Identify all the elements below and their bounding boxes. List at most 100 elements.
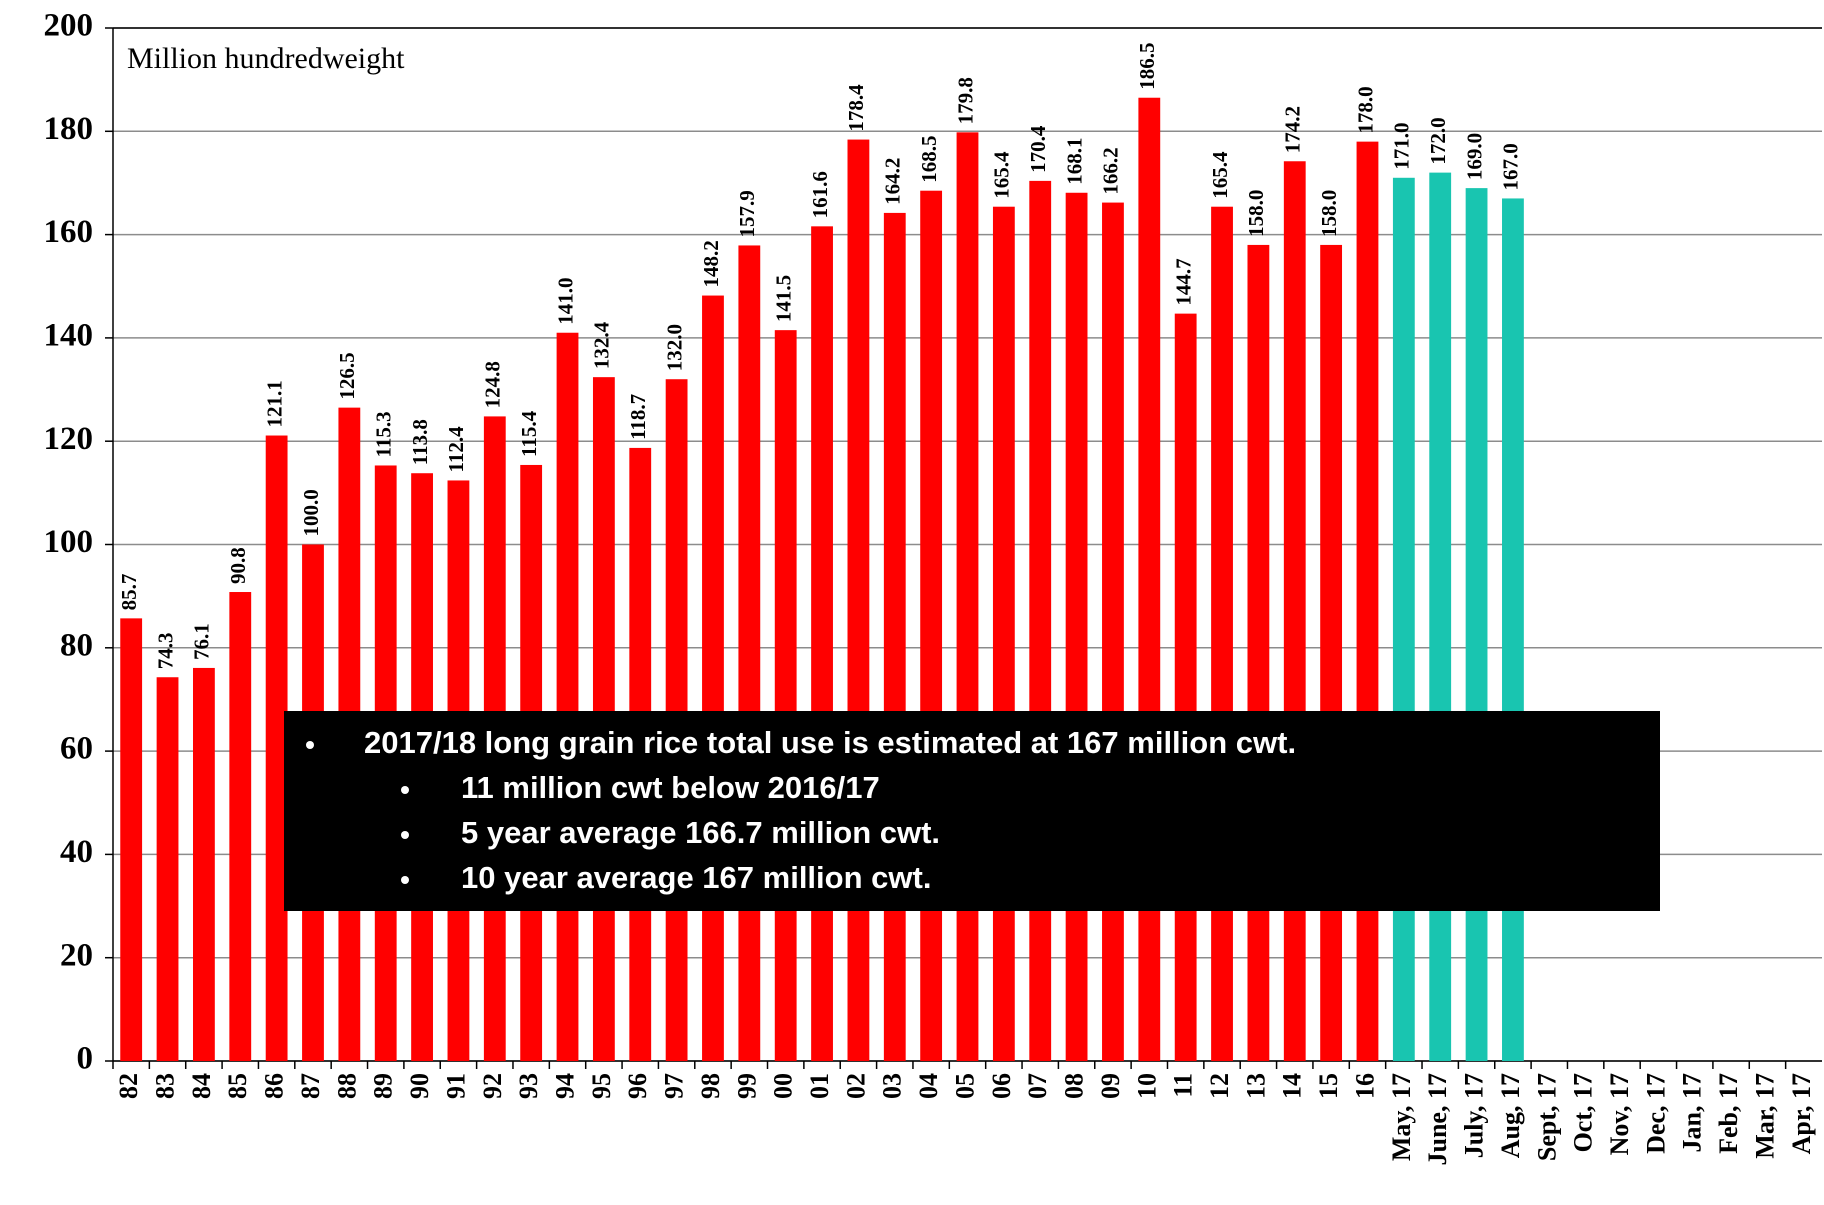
value-label: 112.4	[444, 426, 468, 473]
value-label: 158.0	[1244, 190, 1268, 237]
bar	[1356, 141, 1379, 1061]
value-label: 161.6	[808, 171, 832, 218]
x-tick-label: 00	[769, 1073, 798, 1099]
bullet	[306, 741, 314, 749]
bar	[1429, 172, 1452, 1061]
x-tick-label: 04	[914, 1073, 943, 1099]
y-tick-label: 0	[77, 1041, 94, 1077]
value-label: 141.0	[553, 277, 577, 324]
x-tick-label: 11	[1169, 1073, 1198, 1098]
x-tick-label: July, 17	[1460, 1073, 1489, 1158]
annotation-sub: 5 year average 166.7 million cwt.	[461, 815, 940, 850]
value-label: 186.5	[1135, 42, 1159, 89]
value-label: 115.3	[372, 411, 396, 457]
y-tick-label: 60	[60, 731, 93, 767]
value-label: 85.7	[117, 574, 141, 611]
value-label: 100.0	[299, 489, 323, 536]
x-tick-label: 92	[478, 1073, 507, 1099]
value-label: 158.0	[1317, 190, 1341, 237]
value-label: 168.1	[1062, 138, 1086, 185]
bar	[1138, 97, 1161, 1062]
value-label: 170.4	[1026, 125, 1050, 173]
x-tick-label: 16	[1350, 1073, 1379, 1099]
x-tick-label: Jan, 17	[1678, 1073, 1707, 1152]
x-tick-label: 06	[987, 1073, 1016, 1099]
bar	[738, 245, 761, 1061]
x-tick-label: Aug, 17	[1496, 1073, 1525, 1158]
x-tick-label: 12	[1205, 1073, 1234, 1099]
value-label: 169.0	[1462, 133, 1486, 180]
value-label: 126.5	[335, 352, 359, 399]
x-tick-label: Dec, 17	[1641, 1073, 1670, 1154]
value-label: 124.8	[481, 361, 505, 408]
bar	[956, 132, 979, 1061]
bar	[120, 618, 143, 1061]
value-label: 132.0	[662, 324, 686, 371]
x-tick-label: 02	[841, 1073, 870, 1099]
x-tick-label: 98	[696, 1073, 725, 1099]
x-tick-label: 85	[223, 1073, 252, 1099]
x-tick-label: 94	[550, 1073, 579, 1099]
x-tick-label: 10	[1132, 1073, 1161, 1099]
bullet	[401, 786, 409, 794]
bar	[1465, 188, 1488, 1062]
x-tick-label: Oct, 17	[1569, 1073, 1598, 1152]
y-tick-label: 160	[44, 214, 94, 250]
x-tick-label: 08	[1060, 1073, 1089, 1099]
y-tick-label: 20	[60, 937, 93, 973]
x-tick-label: 90	[405, 1073, 434, 1099]
x-tick-label: 88	[332, 1073, 361, 1099]
x-tick-label: Feb, 17	[1714, 1073, 1743, 1154]
value-label: 144.7	[1171, 258, 1195, 305]
bar	[229, 592, 252, 1061]
y-tick-label: 200	[44, 8, 94, 44]
y-tick-label: 140	[44, 317, 94, 353]
bar	[156, 677, 179, 1061]
x-tick-label: 99	[732, 1073, 761, 1099]
x-tick-label: 83	[151, 1073, 180, 1099]
value-label: 118.7	[626, 394, 650, 440]
value-label: 172.0	[1426, 117, 1450, 164]
value-label: 157.9	[735, 190, 759, 237]
y-tick-label: 180	[44, 111, 94, 147]
x-tick-label: 07	[1023, 1073, 1052, 1099]
value-label: 167.0	[1499, 143, 1523, 190]
x-tick-label: 05	[950, 1073, 979, 1099]
x-tick-label: 15	[1314, 1073, 1343, 1099]
x-tick-label: June, 17	[1423, 1073, 1452, 1165]
x-tick-label: 93	[514, 1073, 543, 1099]
bar	[1029, 180, 1052, 1061]
bar	[556, 332, 579, 1061]
value-label: 171.0	[1390, 123, 1414, 170]
x-tick-label: 13	[1241, 1073, 1270, 1099]
value-label: 132.4	[590, 321, 614, 369]
x-tick-label: 01	[805, 1073, 834, 1099]
x-tick-label: May, 17	[1387, 1073, 1416, 1161]
bar	[1320, 244, 1343, 1061]
value-label: 148.2	[699, 240, 723, 287]
x-tick-label: Mar, 17	[1750, 1073, 1779, 1159]
bar	[1502, 198, 1524, 1061]
value-label: 164.2	[881, 158, 905, 205]
value-label: 165.4	[990, 151, 1014, 199]
annotation-box	[284, 711, 1660, 911]
x-tick-label: 87	[296, 1073, 325, 1099]
value-label: 115.4	[517, 410, 541, 457]
y-tick-label: 120	[44, 421, 94, 457]
bar	[1065, 192, 1088, 1062]
x-tick-label: 14	[1278, 1073, 1307, 1099]
x-tick-label: 03	[878, 1073, 907, 1099]
bar	[920, 190, 943, 1061]
value-label: 168.5	[917, 135, 941, 182]
y-tick-label: 40	[60, 834, 93, 870]
y-tick-label: 80	[60, 627, 93, 663]
annotation-sub: 10 year average 167 million cwt.	[461, 860, 931, 895]
x-tick-label: Sept, 17	[1532, 1073, 1561, 1161]
bar	[1211, 206, 1233, 1062]
value-label: 179.8	[953, 77, 977, 124]
bar	[1392, 177, 1415, 1061]
x-tick-label: 95	[587, 1073, 616, 1099]
bullet	[401, 876, 409, 884]
bar	[265, 435, 288, 1061]
